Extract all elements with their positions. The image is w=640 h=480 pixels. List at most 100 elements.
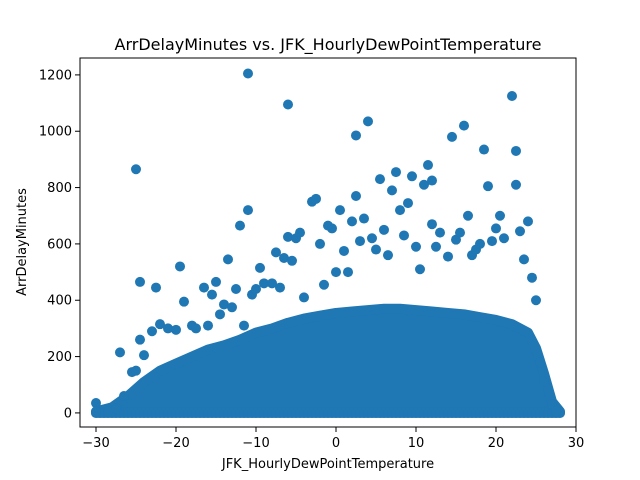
data-point [443,251,453,262]
data-point [315,238,325,249]
data-point [395,205,405,216]
y-axis-label: ArrDelayMinutes [15,188,30,296]
data-point [147,326,157,337]
data-point [407,171,417,182]
data-point [463,210,473,221]
data-point [271,247,281,258]
data-point [531,295,541,306]
data-point [483,181,493,192]
data-point [351,130,361,141]
data-point [179,296,189,307]
y-tick-label: 1000 [39,125,72,140]
data-point [283,99,293,110]
data-point [139,350,149,361]
data-point [375,174,385,185]
data-point [523,216,533,227]
y-tick-label: 200 [47,350,72,365]
data-point [91,398,101,409]
data-point [479,144,489,155]
data-point [227,302,237,313]
x-tick-label: −10 [242,436,269,451]
y-tick-label: 0 [64,406,72,421]
data-point [539,376,549,387]
data-point [447,131,457,142]
data-point [207,289,217,300]
data-point [163,323,173,334]
data-point [231,283,241,294]
data-point [155,319,165,330]
data-point [259,278,269,289]
data-point [423,160,433,171]
data-point [319,279,329,290]
data-point [199,282,209,293]
data-point [287,255,297,266]
data-point [135,334,145,345]
data-point [459,120,469,131]
data-point [203,320,213,331]
x-tick-label: 0 [332,436,340,451]
data-point [235,220,245,231]
data-point [131,164,141,175]
dense-point-cluster [91,303,565,418]
y-tick-label: 400 [47,294,72,309]
x-axis: −30 −20 −10 0 10 20 30 [82,427,584,451]
data-point [119,391,129,402]
y-tick-label: 1200 [39,68,72,83]
data-point [411,241,421,252]
data-point [507,91,517,102]
data-point [131,365,141,376]
data-point [103,406,113,417]
data-point [299,292,309,303]
data-point [335,205,345,216]
data-point [475,238,485,249]
data-point [511,145,521,156]
data-point [211,276,221,287]
data-point [391,167,401,178]
x-tick-label: 20 [488,436,505,451]
data-point [279,252,289,263]
data-point [111,403,121,414]
data-point [371,244,381,255]
data-point [527,272,537,283]
data-point [519,254,529,265]
data-point [419,179,429,190]
data-point [431,241,441,252]
x-axis-label: JFK_HourlyDewPointTemperature [221,457,434,472]
y-tick-label: 600 [47,237,72,252]
data-point [135,276,145,287]
data-point [219,299,229,310]
x-tick-label: −30 [82,436,109,451]
data-point [91,406,101,417]
data-point [367,233,377,244]
data-point [551,406,561,417]
x-tick-label: 10 [408,436,425,451]
data-point [359,213,369,224]
data-point [191,323,201,334]
x-tick-label: −20 [162,436,189,451]
data-point [427,175,437,186]
axes-frame [79,57,577,428]
data-point [427,219,437,230]
data-point [327,223,337,234]
data-point [215,309,225,320]
data-point [383,250,393,261]
data-point [151,282,161,293]
data-point [355,236,365,247]
data-point [243,68,253,79]
x-tick-label: 30 [568,436,585,451]
data-point [455,227,465,238]
data-point [171,324,181,335]
data-point [403,198,413,209]
data-point [387,185,397,196]
data-point [311,193,321,204]
chart-title: ArrDelayMinutes vs. JFK_HourlyDewPointTe… [115,35,542,55]
data-point [339,245,349,256]
data-point [243,205,253,216]
y-tick-label: 800 [47,181,72,196]
plot-area [91,68,565,418]
data-point [363,116,373,127]
data-point [267,278,277,289]
data-point [491,223,501,234]
data-point [115,347,125,358]
data-point [223,254,233,265]
